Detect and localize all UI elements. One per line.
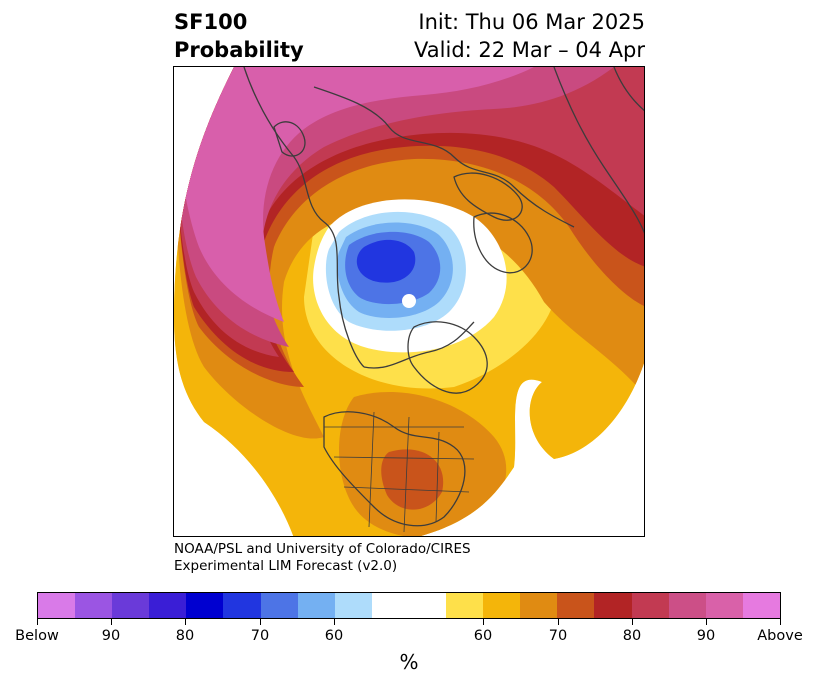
colorbar-swatch (483, 593, 521, 618)
colorbar-swatch (631, 593, 669, 618)
colorbar-swatch (557, 593, 595, 618)
probability-map (174, 67, 644, 536)
unit-label: % (399, 650, 419, 674)
colorbar-tick-label: 60 (473, 628, 493, 644)
colorbar-swatch (112, 593, 150, 618)
colorbar-swatch (594, 593, 632, 618)
alaska-islands (273, 121, 306, 157)
colorbar-tick (558, 619, 559, 625)
colorbar-swatch (149, 593, 187, 618)
credit-text: NOAA/PSL and University of Colorado/CIRE… (174, 541, 471, 575)
us-outline (323, 411, 466, 527)
colorbar-swatch (297, 593, 335, 618)
region-above-75-interior (381, 449, 444, 510)
colorbar-tick-label: 90 (696, 628, 716, 644)
colorbar-swatch (520, 593, 558, 618)
region-below-75 (356, 239, 416, 283)
coastlines (243, 67, 644, 533)
colorbar-swatch (260, 593, 298, 618)
init-date: Init: Thu 06 Mar 2025 (418, 10, 645, 34)
colorbar-tick-label: 60 (324, 628, 344, 644)
credit-line-1: NOAA/PSL and University of Colorado/CIRE… (174, 541, 471, 557)
europe-outline (473, 212, 533, 274)
colorbar-tick (185, 619, 186, 625)
colorbar-tick (632, 619, 633, 625)
colorbar-swatch (371, 593, 409, 618)
colorbar-tick-label: 90 (101, 628, 121, 644)
hudson-bay (407, 321, 488, 394)
colorbar-tick-label: 80 (175, 628, 195, 644)
colorbar-swatch (446, 593, 484, 618)
map-panel (173, 66, 645, 537)
colorbar-tick (483, 619, 484, 625)
probability-fill (174, 67, 644, 536)
colorbar-swatch (408, 593, 447, 618)
region-above-highest (174, 67, 534, 322)
colorbar-swatch (705, 593, 743, 618)
forecast-dates: Init: Thu 06 Mar 2025 Valid: 22 Mar – 04… (414, 8, 645, 64)
colorbar-tick (111, 619, 112, 625)
coast-asia (553, 67, 644, 234)
credit-line-2: Experimental LIM Forecast (v2.0) (174, 558, 398, 574)
title-line-2: Probability (174, 38, 304, 62)
colorbar-tick-label: 70 (548, 628, 568, 644)
colorbar-tick (780, 619, 781, 625)
colorbar-swatch (186, 593, 224, 618)
coast-west (243, 67, 365, 368)
state-borders (324, 411, 475, 533)
coast-arctic (313, 86, 575, 228)
colorbar-tick-label: 70 (250, 628, 270, 644)
colorbar-swatch (38, 593, 76, 618)
colorbar-tick (260, 619, 261, 625)
colorbar-swatch (668, 593, 706, 618)
colorbar-tick-label: Below (15, 628, 59, 644)
colorbar-swatch (75, 593, 113, 618)
coast-asia-east (613, 67, 644, 112)
colorbar-tick (37, 619, 38, 625)
colorbar-swatch (334, 593, 372, 618)
map-title: SF100 Probability (174, 8, 304, 64)
colorbar-tick (334, 619, 335, 625)
colorbar-tick (706, 619, 707, 625)
colorbar-swatch (742, 593, 780, 618)
scandinavia-outline (453, 172, 523, 221)
colorbar-tick-label: Above (757, 628, 803, 644)
title-line-1: SF100 (174, 10, 248, 34)
colorbar-tick-label: 80 (622, 628, 642, 644)
valid-dates: Valid: 22 Mar – 04 Apr (414, 38, 645, 62)
colorbar-swatch (223, 593, 261, 618)
coast-north-america (363, 321, 475, 369)
colorbar (37, 592, 781, 619)
neutral-spot (402, 294, 416, 308)
